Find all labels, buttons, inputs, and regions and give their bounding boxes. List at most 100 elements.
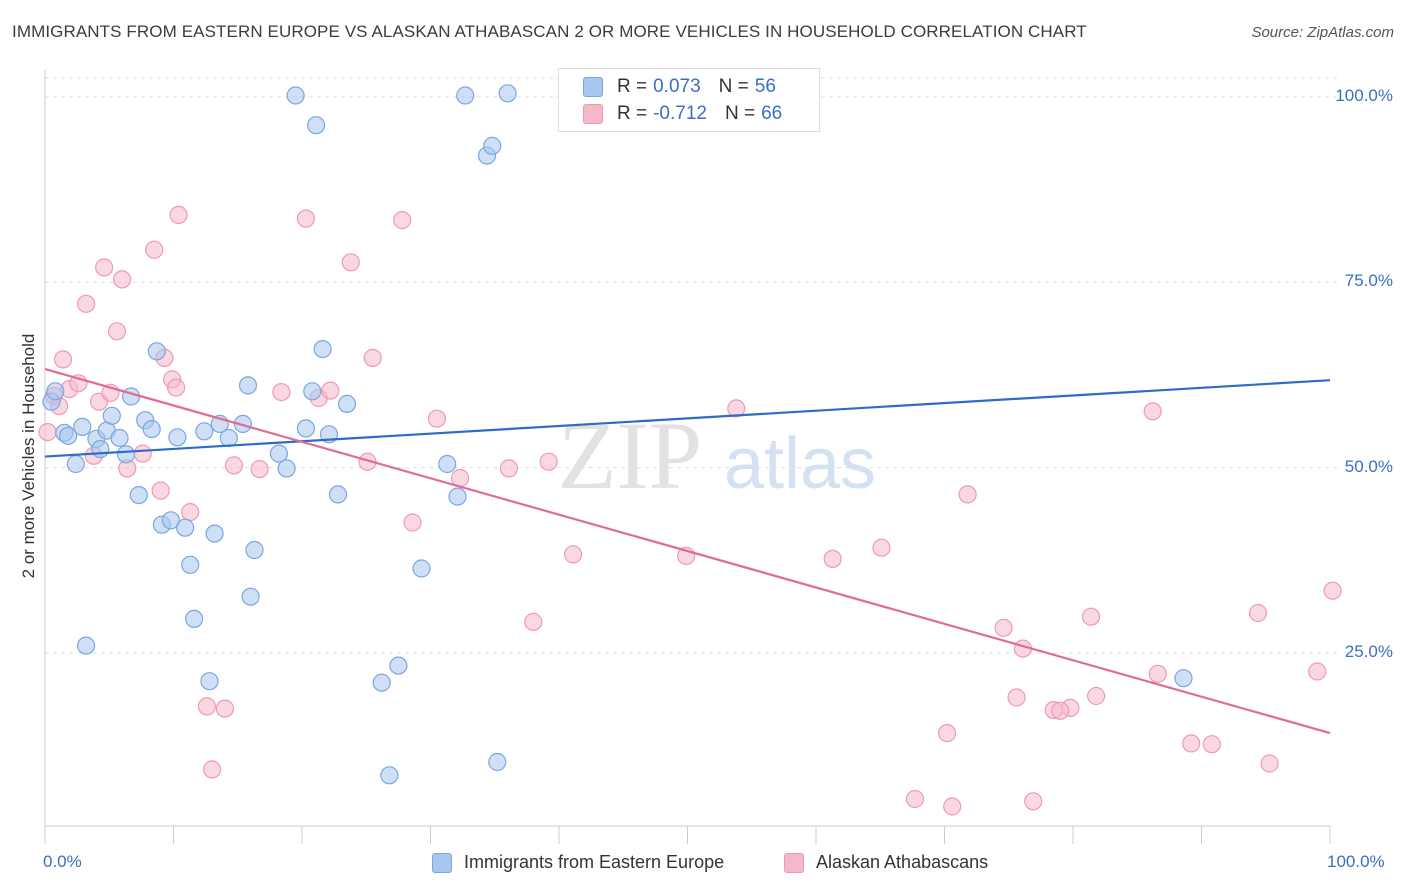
legend-r-label: R = xyxy=(617,103,648,124)
y-tick-label: 75.0% xyxy=(1344,271,1393,291)
immigrant-point xyxy=(185,609,204,629)
athabascan-point xyxy=(1248,603,1268,623)
immigrant-point xyxy=(286,86,305,105)
immigrant-point xyxy=(116,445,136,464)
athabascan-point xyxy=(1148,664,1167,683)
legend-n-label: N = xyxy=(724,103,756,124)
immigrant-point xyxy=(313,340,332,359)
athabascan-point xyxy=(296,209,315,228)
immigrant-point xyxy=(76,636,96,655)
legend-row-pink: R = -0.712 N = 66 xyxy=(583,103,782,125)
immigrant-point xyxy=(205,524,224,543)
athabascan-point xyxy=(1143,402,1162,421)
athabascan-point xyxy=(393,211,412,230)
athabascan-point xyxy=(321,381,340,400)
immigrant-point xyxy=(102,406,121,425)
athabascan-point xyxy=(937,723,957,743)
legend-r-value: 0.073 xyxy=(653,76,701,97)
immigrant-point xyxy=(142,420,161,439)
immigrant-point xyxy=(195,422,214,441)
legend-n-label: N = xyxy=(718,76,749,97)
y-tick-label: 50.0% xyxy=(1344,456,1393,476)
immigrant-point xyxy=(73,417,92,436)
immigrant-point xyxy=(66,454,85,474)
athabascan-point xyxy=(1323,581,1342,600)
legend-row-blue: R = 0.073 N = 56 xyxy=(583,76,776,98)
immigrant-point xyxy=(380,766,399,785)
athabascan-point xyxy=(53,350,73,369)
athabascan-point xyxy=(224,456,243,475)
athabascan-point xyxy=(112,270,132,289)
immigrant-point xyxy=(498,84,517,103)
trend-lines xyxy=(44,368,1331,735)
immigrant-point xyxy=(488,752,507,772)
immigrant-point xyxy=(303,382,322,401)
immigrant-trend-line xyxy=(44,379,1331,458)
series-alaskan-athabascans xyxy=(38,205,1342,816)
athabascan-point xyxy=(94,258,114,277)
athabascan-point xyxy=(197,697,216,716)
athabascan-point xyxy=(107,322,127,341)
immigrant-point xyxy=(245,540,264,560)
legend-item-athabascans: Alaskan Athabascans xyxy=(784,852,988,873)
immigrant-point xyxy=(168,428,187,447)
immigrant-point xyxy=(372,673,391,692)
axes xyxy=(44,70,1331,844)
series-immigrants-eastern-europe xyxy=(42,84,1193,785)
immigrant-point xyxy=(269,444,288,463)
legend-swatch-blue xyxy=(432,852,452,873)
x-tick-label-max: 100.0% xyxy=(1327,852,1385,871)
immigrant-point xyxy=(337,394,357,413)
watermark: ZIP atlas xyxy=(558,402,876,509)
athabascan-point xyxy=(994,618,1013,637)
athabascan-point xyxy=(76,294,96,313)
athabascan-point xyxy=(872,538,891,557)
x-tick-label-min: 0.0% xyxy=(43,852,82,871)
athabascan-point xyxy=(1308,662,1327,681)
athabascan-point xyxy=(272,383,291,402)
grid-lines xyxy=(45,77,1338,654)
watermark-atlas: atlas xyxy=(724,424,876,504)
immigrant-point xyxy=(110,428,129,448)
legend-r-value: -0.712 xyxy=(653,103,707,124)
athabascan-point xyxy=(823,549,842,569)
athabascan-point xyxy=(1051,701,1070,720)
athabascan-point xyxy=(539,452,558,471)
athabascan-point xyxy=(145,240,164,259)
immigrant-point xyxy=(176,518,195,537)
legend-label-athabascans: Alaskan Athabascans xyxy=(816,852,989,872)
immigrant-point xyxy=(122,387,141,406)
chart-title: IMMIGRANTS FROM EASTERN EUROPE VS ALASKA… xyxy=(12,22,1087,41)
immigrant-point xyxy=(438,454,457,474)
correlation-legend: R = 0.073 N = 56 R = -0.712 N = 66 xyxy=(558,68,820,132)
legend-label-immigrants: Immigrants from Eastern Europe xyxy=(464,852,725,872)
athabascan-point xyxy=(1260,754,1279,773)
athabascan-point xyxy=(167,378,186,397)
immigrant-point xyxy=(219,428,238,448)
athabascan-point xyxy=(1202,735,1221,754)
athabascan-point xyxy=(363,348,382,367)
athabascan-point xyxy=(133,444,152,463)
athabascan-point xyxy=(181,502,200,522)
athabascan-point xyxy=(1086,686,1106,706)
y-tick-label: 100.0% xyxy=(1335,86,1393,105)
athabascan-point xyxy=(403,513,422,532)
athabascan-point xyxy=(524,612,543,632)
immigrant-point xyxy=(328,485,348,504)
immigrant-point xyxy=(233,414,252,433)
immigrant-point xyxy=(129,486,148,505)
athabascan-point xyxy=(499,459,518,478)
immigrant-point xyxy=(161,511,180,530)
legend-n-value: 56 xyxy=(754,76,776,97)
legend-r-label: R = xyxy=(617,76,648,97)
athabascan-point xyxy=(1007,688,1026,707)
immigrant-point xyxy=(277,459,296,478)
y-tick-label: 25.0% xyxy=(1344,642,1393,661)
immigrant-point xyxy=(412,559,431,578)
immigrant-point xyxy=(456,86,475,105)
athabascan-point xyxy=(943,797,962,816)
athabascan-point xyxy=(1081,607,1101,626)
athabascan-point xyxy=(727,399,746,418)
immigrant-point xyxy=(448,487,467,506)
